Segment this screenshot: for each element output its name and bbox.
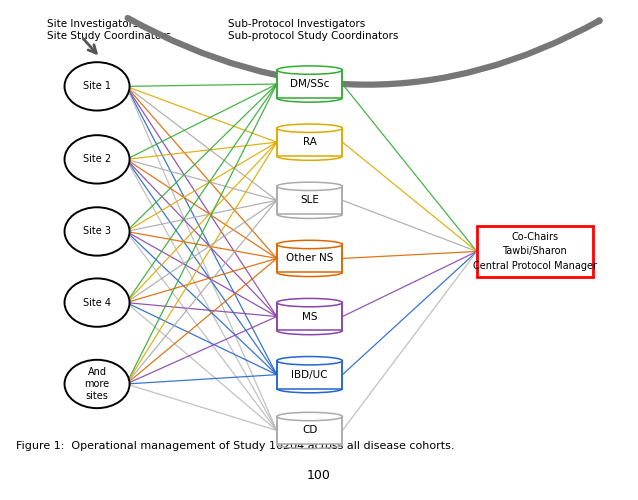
Bar <box>277 360 343 388</box>
Ellipse shape <box>277 182 343 190</box>
Text: SLE: SLE <box>300 196 319 205</box>
Text: Site 1: Site 1 <box>83 82 111 92</box>
Text: Other NS: Other NS <box>286 254 333 264</box>
Circle shape <box>64 360 130 408</box>
Bar <box>277 70 343 98</box>
Bar <box>277 302 343 330</box>
Bar <box>477 226 593 277</box>
Text: CD: CD <box>302 426 317 436</box>
Text: Site Investigators
Site Study Coordinators: Site Investigators Site Study Coordinato… <box>47 19 171 40</box>
Text: Site 3: Site 3 <box>83 226 111 236</box>
Circle shape <box>64 62 130 110</box>
Circle shape <box>64 208 130 256</box>
Ellipse shape <box>277 298 343 307</box>
Bar <box>277 244 343 272</box>
Ellipse shape <box>277 356 343 365</box>
Text: DM/SSc: DM/SSc <box>290 79 329 89</box>
Text: Figure 1:  Operational management of Study 10204 across all disease cohorts.: Figure 1: Operational management of Stud… <box>16 442 454 452</box>
Text: Co-Chairs
Tawbi/Sharon
Central Protocol Manager: Co-Chairs Tawbi/Sharon Central Protocol … <box>473 232 597 271</box>
Ellipse shape <box>277 412 343 420</box>
Circle shape <box>64 135 130 184</box>
Text: Site 2: Site 2 <box>83 154 111 164</box>
FancyArrowPatch shape <box>128 18 600 84</box>
Text: Site 4: Site 4 <box>83 298 111 308</box>
Ellipse shape <box>277 124 343 132</box>
Bar <box>277 128 343 156</box>
Bar <box>277 186 343 214</box>
Bar <box>277 416 343 444</box>
Text: And
more
sites: And more sites <box>84 368 110 400</box>
Ellipse shape <box>277 240 343 248</box>
Text: RA: RA <box>302 137 316 147</box>
Ellipse shape <box>277 66 343 74</box>
Text: MS: MS <box>302 312 317 322</box>
Circle shape <box>64 278 130 327</box>
Text: IBD/UC: IBD/UC <box>292 370 328 380</box>
Text: Sub-Protocol Investigators
Sub-protocol Study Coordinators: Sub-Protocol Investigators Sub-protocol … <box>228 19 399 40</box>
Text: 100: 100 <box>307 468 331 481</box>
